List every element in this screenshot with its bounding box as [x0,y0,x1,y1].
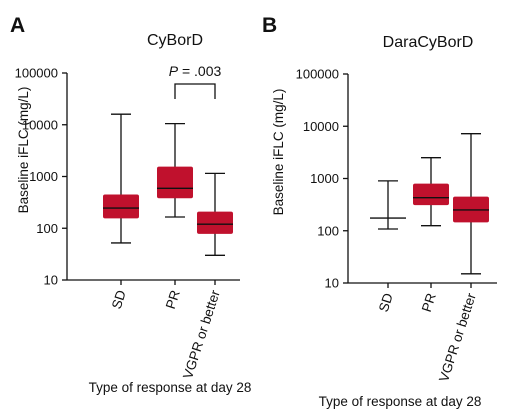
panel-a-y-tick-label: 10 [44,273,58,288]
panel-a-box [103,194,139,219]
panel-a: A CyBorD Baseline iFLC (mg/L) Type of re… [10,14,251,395]
panel-b-y-tick-label: 10 [325,276,339,291]
panel-b-x-tick-label: VGPR or better [436,291,479,384]
panel-a-letter: A [10,14,25,37]
panel-a-title: CyBorD [147,32,203,49]
panel-b-letter: B [262,14,277,37]
panel-b: B DaraCyBorD Baseline iFLC (mg/L) Type o… [262,14,497,409]
panel-b-box [413,183,449,206]
panel-b-y-tick-label: 100000 [296,67,339,82]
panel-b-y-tick-label: 1000 [310,171,339,186]
panel-a-y-tick-label: 100 [36,221,58,236]
panel-a-y-tick-label: 10000 [22,117,58,132]
panel-b-y-tick-label: 10000 [303,119,339,134]
panel-a-p-value: = .003 [178,63,221,79]
panel-a-x-tick-label: PR [163,288,183,311]
panel-b-y-axis-label: Baseline iFLC (mg/L) [271,89,286,216]
panel-b-x-axis-label: Type of response at day 28 [319,394,482,409]
panel-b-title: DaraCyBorD [383,34,474,51]
panel-b-x-tick-label: SD [376,291,396,314]
panel-a-box [197,211,233,234]
panel-a-p-value-label: P = .003 [169,63,222,79]
panel-b-y-tick-label: 100 [317,223,339,238]
panel-a-p-symbol: P [169,63,179,79]
panel-a-significance-bracket [174,83,216,99]
panel-a-y-axis-label: Baseline iFLC (mg/L) [16,87,31,214]
panel-a-y-tick-label: 1000 [29,169,58,184]
panel-a-x-tick-label: SD [109,288,129,311]
panel-a-x-tick-label: VGPR or better [180,288,223,381]
panel-a-box [157,166,193,199]
panel-a-x-axis-label: Type of response at day 28 [89,380,252,395]
panel-a-y-tick-label: 100000 [15,66,58,81]
panel-b-x-tick-label: PR [419,291,439,314]
